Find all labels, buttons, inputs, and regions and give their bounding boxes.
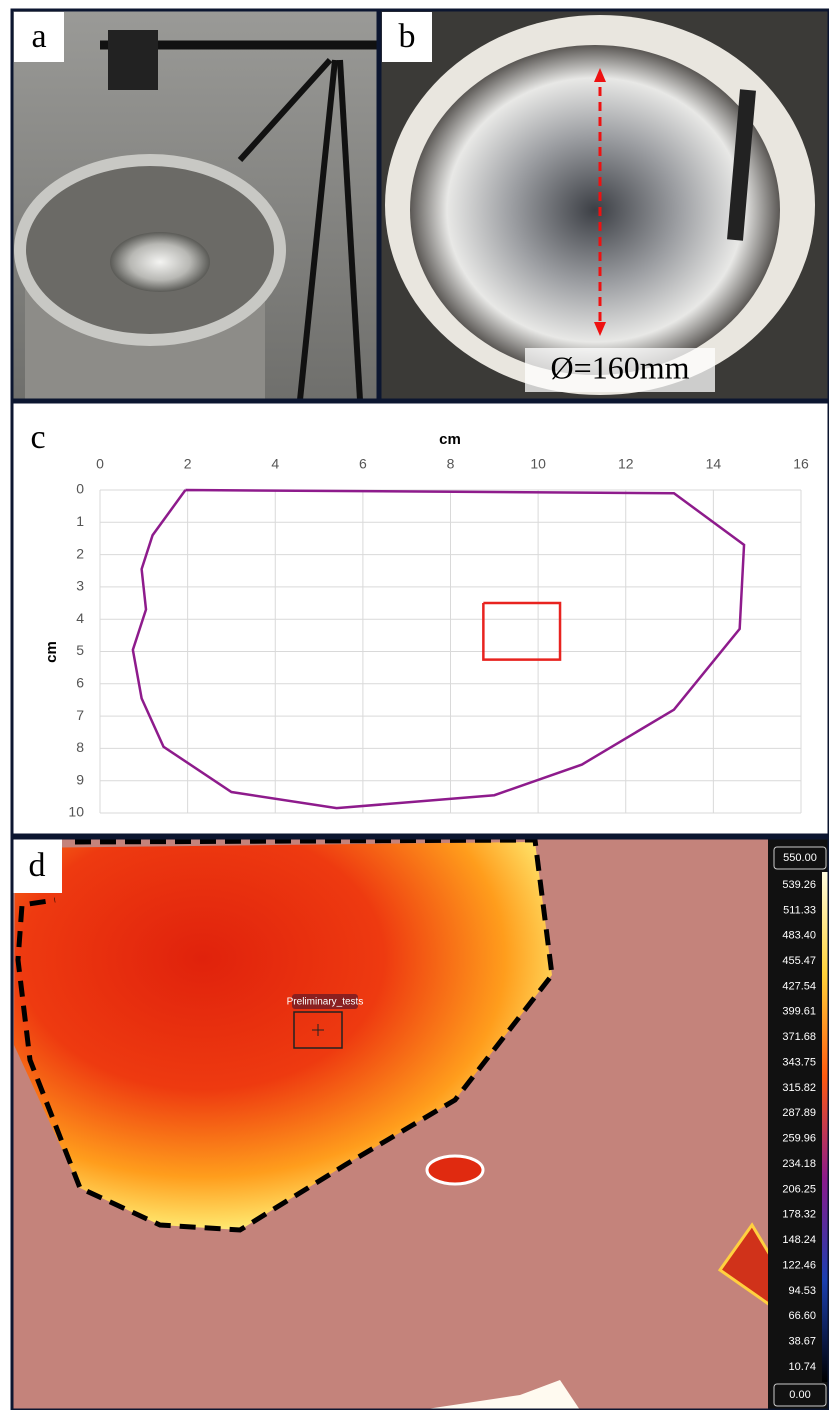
crucible xyxy=(110,232,210,292)
x-tick-label: 14 xyxy=(706,456,722,472)
scale-label: 287.89 xyxy=(782,1107,816,1119)
panel-a: a xyxy=(12,10,378,400)
x-tick-label: 8 xyxy=(447,456,455,472)
scale-label: 343.75 xyxy=(782,1056,816,1068)
x-tick-label: 12 xyxy=(618,456,634,472)
y-tick-label: 6 xyxy=(76,675,84,691)
colorbar-panel xyxy=(768,838,829,1410)
panel-label: d xyxy=(29,847,46,884)
y-tick-label: 2 xyxy=(76,545,84,561)
scale-label: 94.53 xyxy=(788,1285,816,1297)
scale-label: 66.60 xyxy=(788,1310,816,1322)
x-axis-title: cm xyxy=(439,431,461,448)
y-tick-label: 10 xyxy=(68,804,84,820)
x-tick-label: 10 xyxy=(530,456,546,472)
x-tick-label: 16 xyxy=(793,456,809,472)
y-axis-title: cm xyxy=(43,641,60,663)
x-tick-label: 0 xyxy=(96,456,104,472)
scale-label: 511.33 xyxy=(783,904,816,916)
scale-label: 371.68 xyxy=(782,1031,816,1043)
scale-label: 38.67 xyxy=(788,1336,816,1348)
panel-b: Ø=160mm b xyxy=(380,10,829,400)
diameter-label: Ø=160mm xyxy=(551,349,690,385)
scale-label: 427.54 xyxy=(782,980,816,992)
y-tick-label: 1 xyxy=(76,513,84,529)
y-tick-label: 4 xyxy=(76,610,84,626)
figure: a Ø=160mm b c cm cm 02468101214160123456… xyxy=(0,0,829,1410)
page: a Ø=160mm b c cm cm 02468101214160123456… xyxy=(0,0,829,1410)
x-tick-label: 6 xyxy=(359,456,367,472)
scale-label: 455.47 xyxy=(782,955,816,967)
panel-d: Preliminary_tests d 550.00 0.00 539.26 51… xyxy=(12,838,829,1410)
scale-label: 122.46 xyxy=(782,1259,816,1271)
panel-label: c xyxy=(30,419,45,456)
panel-label: a xyxy=(31,18,46,55)
x-tick-label: 4 xyxy=(271,456,279,472)
scale-min: 0.00 xyxy=(789,1389,810,1401)
melt-surface xyxy=(410,45,780,375)
scale-label: 315.82 xyxy=(782,1082,816,1094)
roi-tag: Preliminary_tests xyxy=(287,997,364,1008)
scale-label: 178.32 xyxy=(782,1209,816,1221)
camera xyxy=(108,30,158,90)
scale-label: 399.61 xyxy=(782,1006,816,1018)
y-tick-label: 9 xyxy=(76,771,84,787)
scale-label: 234.18 xyxy=(782,1158,816,1170)
x-tick-label: 2 xyxy=(184,456,192,472)
scale-label: 259.96 xyxy=(782,1133,816,1145)
y-tick-label: 5 xyxy=(76,642,84,658)
y-tick-label: 7 xyxy=(76,707,84,723)
scale-label: 483.40 xyxy=(782,930,816,942)
scale-max: 550.00 xyxy=(783,852,817,864)
scale-label: 10.74 xyxy=(788,1361,816,1373)
hot-spot xyxy=(427,1156,483,1184)
panel-label: b xyxy=(399,18,416,55)
scale-label: 148.24 xyxy=(782,1234,816,1246)
scale-label: 206.25 xyxy=(782,1183,816,1195)
y-tick-label: 8 xyxy=(76,739,84,755)
y-tick-label: 0 xyxy=(76,481,84,497)
y-tick-label: 3 xyxy=(76,578,84,594)
scale-label: 539.26 xyxy=(782,879,816,891)
